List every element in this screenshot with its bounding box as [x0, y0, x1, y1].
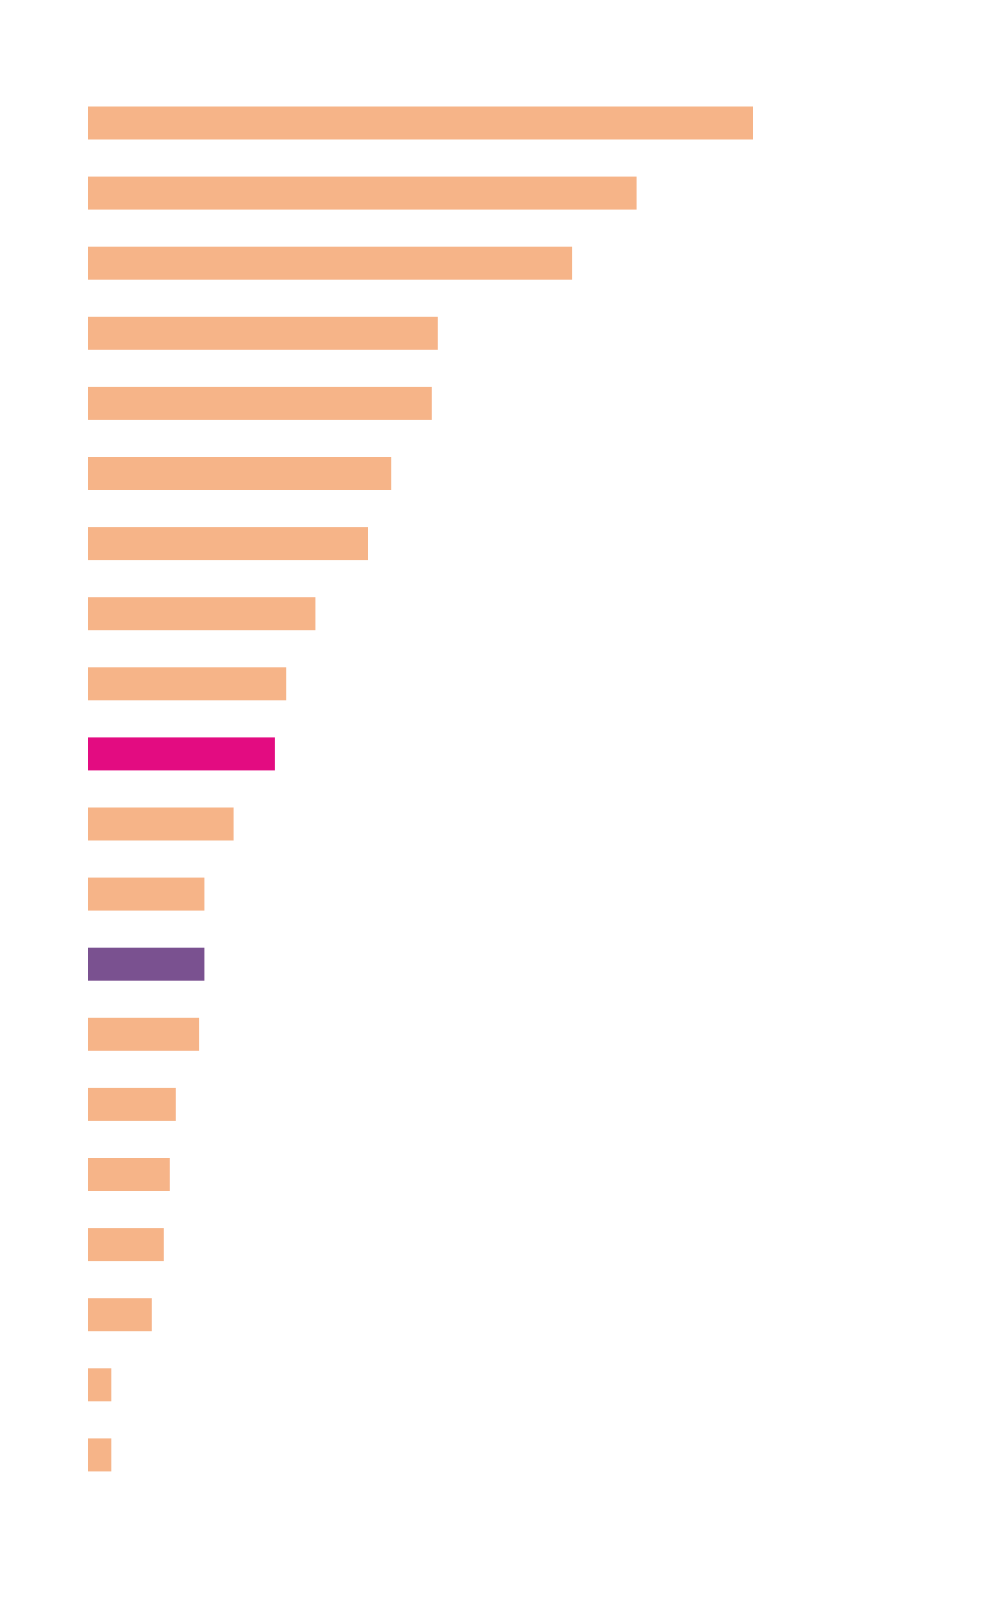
- bar-14: [88, 1017, 200, 1051]
- bars-group: [88, 106, 753, 1472]
- bar-7: [88, 527, 368, 561]
- bar-19: [88, 1368, 112, 1402]
- bar-13: [88, 947, 205, 981]
- bar-2: [88, 176, 637, 210]
- bar-12: [88, 877, 205, 911]
- bar-18: [88, 1298, 152, 1332]
- bar-5: [88, 386, 432, 420]
- bar-11: [88, 807, 234, 841]
- bar-9: [88, 667, 287, 701]
- bar-4: [88, 316, 438, 350]
- bar-16: [88, 1158, 170, 1191]
- bar-15: [88, 1087, 176, 1121]
- bar-10: [88, 737, 275, 771]
- bar-8: [88, 597, 316, 631]
- bar-20: [88, 1438, 112, 1472]
- bar-6: [88, 457, 392, 490]
- bar-3: [88, 246, 573, 280]
- bar-17: [88, 1228, 164, 1262]
- bar-1: [88, 106, 753, 140]
